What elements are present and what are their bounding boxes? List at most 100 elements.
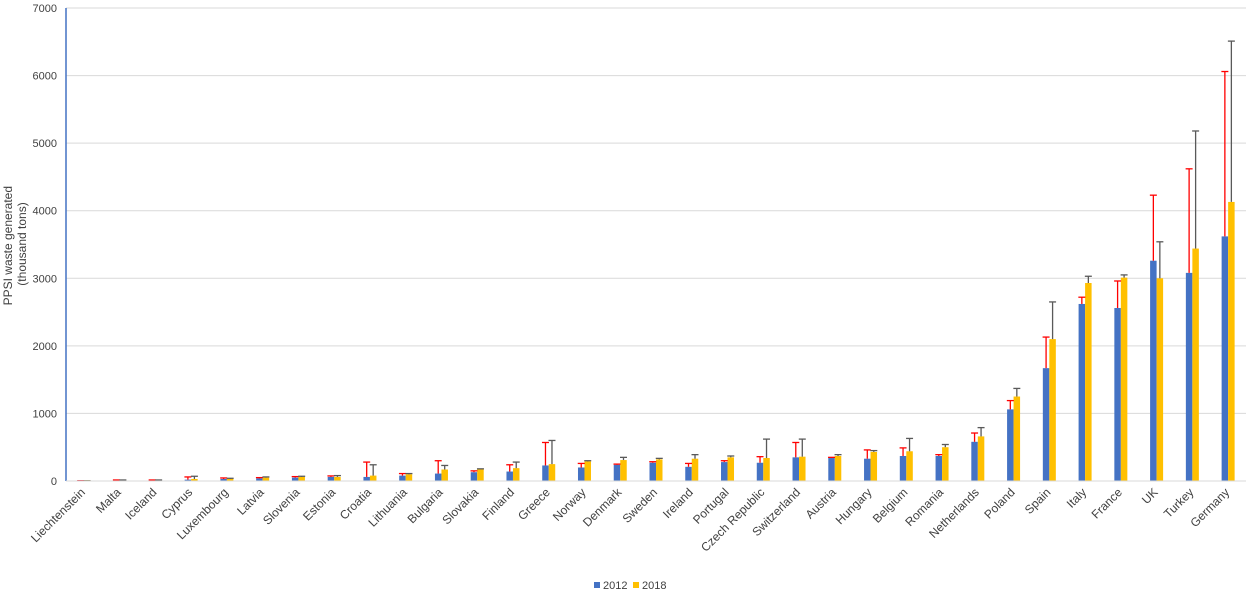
bar-2018-norway xyxy=(584,461,591,481)
bar-2012-luxembourg xyxy=(220,478,227,481)
bar-2018-denmark xyxy=(620,460,627,481)
x-tick-label: UK xyxy=(1139,485,1161,507)
x-tick-label: Italy xyxy=(1064,485,1089,510)
x-axis-ticks: Liechtenstein MaltaIcelandCyprusLuxembour… xyxy=(28,485,1232,555)
y-tick-label: 3000 xyxy=(33,273,57,285)
y-tick-label: 1000 xyxy=(33,408,57,420)
bar-2012-spain xyxy=(1042,368,1050,481)
y-axis-label-line-2: (thousand tons) xyxy=(15,202,29,285)
bar-2012-romania xyxy=(935,455,943,481)
bar-2018-finland xyxy=(512,468,520,481)
bar-2018-bulgaria xyxy=(441,469,448,481)
bar-2018-france xyxy=(1120,277,1128,481)
x-tick-label: Malta xyxy=(93,485,124,516)
bar-2018-italy xyxy=(1085,283,1092,481)
error-bars xyxy=(77,40,1235,482)
bar-2012-germany xyxy=(1221,236,1229,481)
x-tick-label: Slovakia xyxy=(439,485,481,527)
x-tick-label: Liechtenstein xyxy=(28,485,88,545)
bar-2012-poland xyxy=(1007,409,1014,481)
x-tick-label: Lithuania xyxy=(365,485,410,530)
legend-swatch-2012 xyxy=(594,582,600,588)
bar-2012-finland xyxy=(506,471,513,481)
bar-2018-turkey xyxy=(1192,248,1199,481)
bar-2018-estonia xyxy=(334,476,341,481)
bar-2018-netherlands xyxy=(977,436,985,481)
y-axis-label: PPSI waste generated (thousand tons) xyxy=(1,183,29,306)
legend-label-2012: 2012 xyxy=(603,580,627,592)
bar-2018-hungary xyxy=(870,451,878,481)
bar-2018-germany xyxy=(1228,201,1235,481)
bar-2018-latvia xyxy=(262,477,270,481)
bar-2012-france xyxy=(1114,308,1121,481)
y-tick-label: 6000 xyxy=(33,71,57,83)
y-axis-ticks: 0 1000 2000 3000 4000 5000 6000 7000 xyxy=(33,3,57,488)
bar-2012-croatia xyxy=(363,476,370,481)
y-tick-label: 2000 xyxy=(33,341,57,353)
bar-2012-sweden xyxy=(649,462,656,481)
x-tick-label: Bulgaria xyxy=(405,485,446,526)
y-tick-label: 4000 xyxy=(33,206,57,218)
bar-2012-austria xyxy=(828,458,835,481)
bar-2012-latvia xyxy=(256,478,263,481)
x-tick-label: Poland xyxy=(981,485,1017,521)
legend-swatch-2018 xyxy=(633,582,639,588)
bar-2012-lithuania xyxy=(399,475,406,481)
y-tick-label: 7000 xyxy=(33,3,57,15)
x-tick-label: Finland xyxy=(479,485,517,523)
bar-2018-lithuania xyxy=(405,474,413,481)
bar-2012-belgium xyxy=(899,455,907,481)
bar-2018-croatia xyxy=(369,475,377,481)
bar-2012-norway xyxy=(577,467,585,481)
bar-2012-denmark xyxy=(613,464,621,481)
bar-2018-ireland xyxy=(691,458,699,481)
bar-2018-greece xyxy=(548,464,556,481)
bar-2018-switzerland xyxy=(799,456,806,481)
bar-2012-hungary xyxy=(864,458,871,481)
bar-2012-uk xyxy=(1150,260,1157,481)
x-tick-label: Estonia xyxy=(300,485,338,523)
bar-2018-belgium xyxy=(906,451,913,481)
x-tick-label: Latvia xyxy=(234,485,267,518)
x-tick-label: Germany xyxy=(1187,485,1232,530)
bar-2018-spain xyxy=(1049,339,1056,481)
bar-2018-cyprus xyxy=(191,478,198,481)
bar-2012-italy xyxy=(1078,303,1086,481)
x-tick-label: Slovenia xyxy=(260,485,303,528)
bar-2012-netherlands xyxy=(971,441,978,481)
x-tick-label: Spain xyxy=(1022,485,1054,517)
bars xyxy=(77,201,1235,481)
y-tick-label: 5000 xyxy=(33,138,57,150)
bar-2018-slovakia xyxy=(477,469,484,481)
y-tick-label: 0 xyxy=(51,476,57,488)
bar-2018-slovenia xyxy=(298,476,305,481)
x-tick-label: Sweden xyxy=(620,485,661,526)
bar-2012-czech-republic xyxy=(756,462,764,481)
bar-2012-slovakia xyxy=(470,472,478,481)
x-tick-label: Greece xyxy=(515,485,553,523)
x-tick-label: Denmark xyxy=(580,485,625,530)
bar-2012-slovenia xyxy=(291,477,299,481)
bar-2012-greece xyxy=(542,465,549,481)
bar-2018-luxembourg xyxy=(226,478,234,481)
bar-2018-austria xyxy=(834,455,842,481)
bar-2018-czech-republic xyxy=(763,458,770,481)
bar-2018-romania xyxy=(942,447,949,481)
bar-2012-turkey xyxy=(1185,272,1193,481)
bar-2012-cyprus xyxy=(184,479,192,481)
bar-2018-portugal xyxy=(727,457,735,481)
x-tick-label: Czech Republic xyxy=(698,485,767,554)
legend-label-2018: 2018 xyxy=(642,580,666,592)
gridlines xyxy=(66,7,1246,414)
x-tick-label: Hungary xyxy=(833,485,875,527)
bar-2012-switzerland xyxy=(792,457,800,481)
bar-2012-estonia xyxy=(327,476,335,481)
bar-2018-poland xyxy=(1013,396,1021,481)
bar-2012-portugal xyxy=(721,462,728,481)
bar-2018-sweden xyxy=(656,459,663,481)
legend: 2012 2018 xyxy=(594,580,666,592)
bar-2012-bulgaria xyxy=(434,473,442,481)
bar-2012-ireland xyxy=(685,466,692,481)
